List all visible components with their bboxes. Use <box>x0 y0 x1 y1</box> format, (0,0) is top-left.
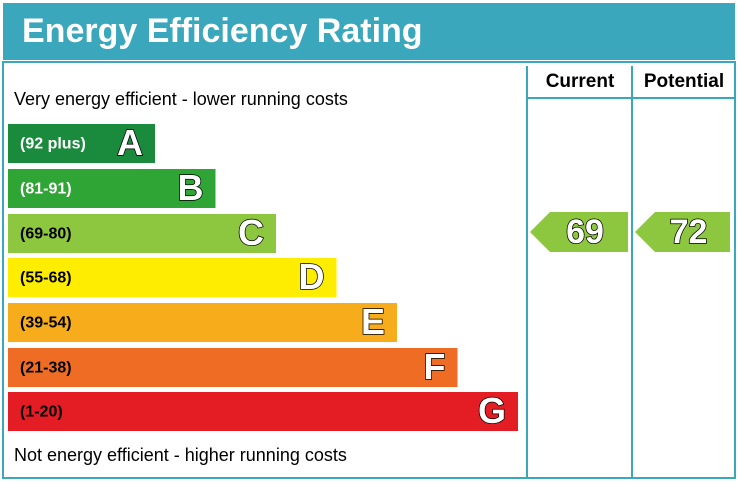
frame <box>2 61 736 479</box>
top-label: Very energy efficient - lower running co… <box>14 89 348 109</box>
band <box>8 124 155 163</box>
title: Energy Efficiency Rating <box>22 12 423 50</box>
band <box>8 169 216 208</box>
band-range: (1-20) <box>20 404 63 421</box>
band-letter: D <box>299 256 325 297</box>
title-bar <box>3 3 735 60</box>
band-range: (81-91) <box>20 181 72 198</box>
column-header: Current <box>546 71 615 92</box>
band-letter: C <box>238 212 264 253</box>
band-letter: G <box>478 390 506 431</box>
band-range: (55-68) <box>20 270 72 287</box>
current-arrow <box>530 212 628 252</box>
band <box>8 348 458 387</box>
band-range: (39-54) <box>20 315 72 332</box>
band <box>8 392 518 431</box>
band-letter: F <box>424 346 446 387</box>
band-letter: B <box>178 167 204 208</box>
column-header: Potential <box>644 71 724 92</box>
current-value: 69 <box>566 213 604 251</box>
bottom-label: Not energy efficient - higher running co… <box>14 445 347 465</box>
band-range: (92 plus) <box>20 136 86 153</box>
potential-arrow <box>635 212 730 252</box>
band <box>8 258 337 297</box>
band-letter: E <box>361 301 385 342</box>
potential-value: 72 <box>670 213 708 251</box>
band-range: (21-38) <box>20 360 72 377</box>
band <box>8 214 276 253</box>
band-letter: A <box>117 122 143 163</box>
band-range: (69-80) <box>20 226 72 243</box>
band <box>8 303 397 342</box>
